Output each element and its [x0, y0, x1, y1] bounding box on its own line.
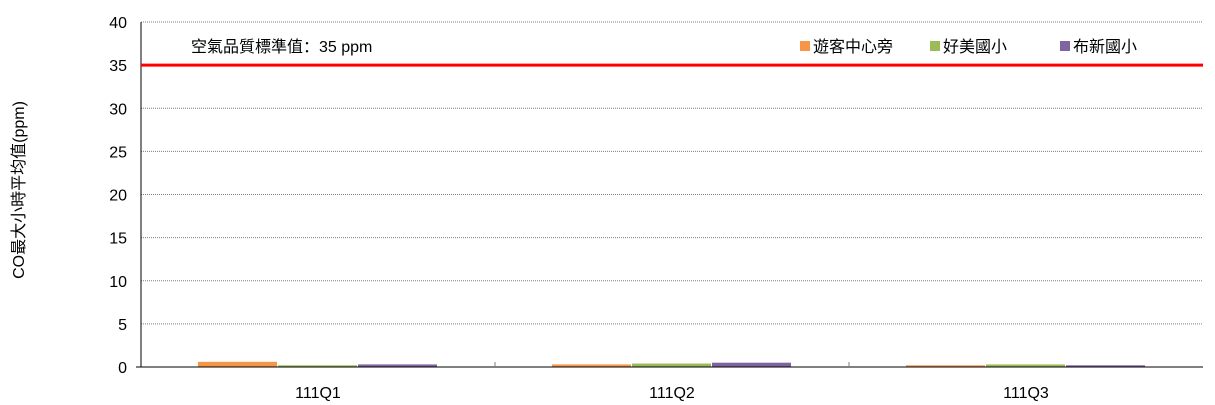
- legend-swatch: [930, 41, 940, 51]
- bar: [712, 362, 791, 367]
- y-tick-label: 25: [109, 144, 127, 161]
- x-tick-label: 111Q3: [1003, 385, 1049, 402]
- y-axis-label: CO最大小時平均值(ppm): [10, 101, 28, 279]
- bar: [278, 365, 357, 367]
- bars: [198, 361, 1145, 367]
- bar: [552, 364, 631, 367]
- y-tick-label: 20: [109, 188, 127, 205]
- y-tick-label: 5: [118, 317, 127, 334]
- legend-swatch: [800, 41, 810, 51]
- legend-label: 遊客中心旁: [813, 38, 893, 56]
- y-tick-label: 0: [118, 360, 127, 377]
- bar: [632, 363, 711, 367]
- bar: [198, 361, 277, 367]
- legend-label: 布新國小: [1073, 38, 1137, 56]
- legend: 遊客中心旁 好美國小 布新國小: [800, 38, 1137, 56]
- bar: [906, 365, 985, 367]
- tick-labels: 0 5 10 15 20 25 30 35 40 111Q1 111Q2 111Q3: [109, 15, 1049, 402]
- bar: [1066, 365, 1145, 367]
- x-tick-label: 111Q2: [649, 385, 695, 402]
- axes: [136, 22, 1203, 368]
- y-tick-label: 40: [109, 15, 127, 32]
- y-tick-label: 10: [109, 274, 127, 291]
- y-tick-label: 15: [109, 231, 127, 248]
- y-tick-label: 35: [109, 58, 127, 75]
- legend-swatch: [1060, 41, 1070, 51]
- grid-lines: [141, 21, 1203, 325]
- legend-label: 好美國小: [943, 38, 1007, 56]
- bar: [986, 364, 1065, 367]
- x-tick-label: 111Q1: [295, 385, 341, 402]
- bar: [358, 364, 437, 367]
- reference-line-label: 空氣品質標準值：35 ppm: [191, 38, 372, 56]
- y-tick-label: 30: [109, 101, 127, 118]
